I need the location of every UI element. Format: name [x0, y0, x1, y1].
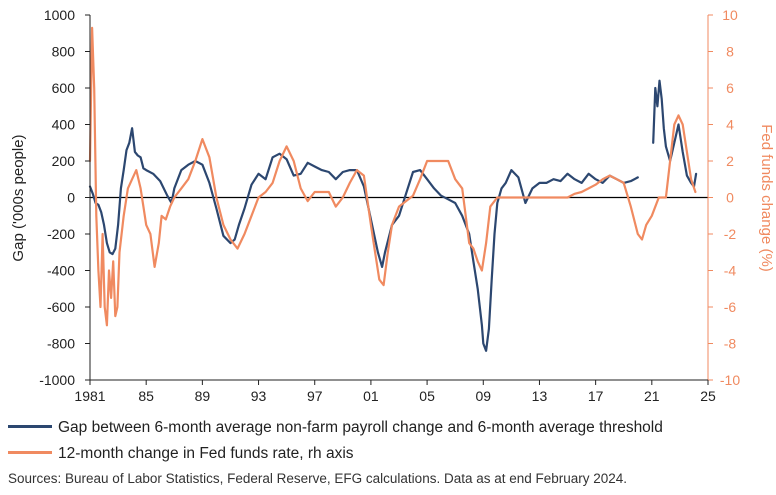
y-tick-label: -400 — [47, 263, 75, 279]
y-tick-label: -1000 — [39, 372, 75, 388]
y-tick-label: 1000 — [44, 7, 75, 23]
y2-tick-label: -4 — [724, 263, 737, 279]
y2-tick-label: -8 — [724, 336, 737, 352]
legend-item-fed-funds: 12-month change in Fed funds rate, rh ax… — [8, 445, 354, 463]
legend-label: Gap between 6-month average non-farm pay… — [58, 419, 663, 436]
y-tick-label: -200 — [47, 226, 75, 242]
legend-swatch-orange — [8, 451, 52, 455]
y-tick-label: -800 — [47, 336, 75, 352]
y2-tick-label: -6 — [724, 299, 737, 315]
y2-tick-label: 8 — [726, 44, 734, 60]
legend-item-payroll-gap: Gap between 6-month average non-farm pay… — [8, 419, 663, 437]
x-tick-label: 09 — [475, 388, 491, 404]
x-tick-label: 1981 — [74, 388, 105, 404]
x-tick-label: 93 — [251, 388, 267, 404]
y-tick-label: -600 — [47, 299, 75, 315]
y-tick-label: 400 — [52, 117, 76, 133]
y-axis-label: Gap ('000s people) — [10, 134, 27, 261]
y2-tick-label: 4 — [726, 117, 734, 133]
y2-tick-label: -10 — [720, 372, 740, 388]
x-tick-label: 25 — [700, 388, 716, 404]
legend-label: 12-month change in Fed funds rate, rh ax… — [58, 445, 354, 462]
x-tick-label: 89 — [195, 388, 211, 404]
y-tick-label: 600 — [52, 80, 76, 96]
y2-tick-label: 10 — [722, 7, 738, 23]
chart: 10008006004002000-200-400-600-800-100010… — [10, 7, 775, 404]
axes-group: 10008006004002000-200-400-600-800-100010… — [39, 7, 740, 404]
x-tick-label: 97 — [307, 388, 323, 404]
x-tick-label: 13 — [532, 388, 548, 404]
y-tick-label: 0 — [67, 190, 75, 206]
fed-funds-line-segment-0 — [88, 26, 697, 327]
y-tick-label: 800 — [52, 44, 76, 60]
x-tick-label: 21 — [644, 388, 660, 404]
y-tick-label: 200 — [52, 153, 76, 169]
source-note: Sources: Bureau of Labor Statistics, Fed… — [8, 471, 628, 486]
x-tick-label: 05 — [419, 388, 435, 404]
y2-tick-label: 0 — [726, 190, 734, 206]
legend-swatch-navy — [8, 425, 52, 429]
x-tick-label: 17 — [588, 388, 604, 404]
y2-tick-label: 6 — [726, 80, 734, 96]
y2-tick-label: 2 — [726, 153, 734, 169]
payroll-gap-line-segment-0 — [88, 127, 639, 352]
x-tick-label: 85 — [138, 388, 154, 404]
y2-tick-label: -2 — [724, 226, 737, 242]
y2-axis-label: Fed funds change (%) — [758, 124, 775, 272]
series-group — [88, 26, 698, 352]
x-tick-label: 01 — [363, 388, 379, 404]
